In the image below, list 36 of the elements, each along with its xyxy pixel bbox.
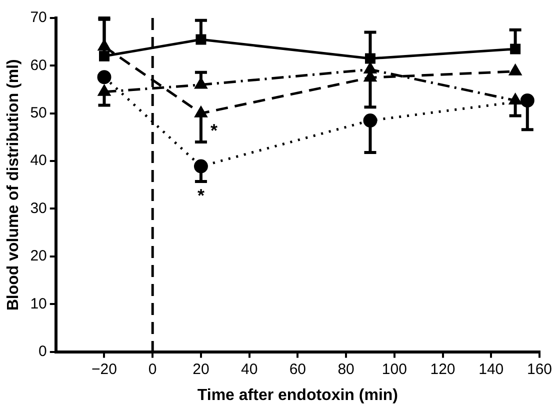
point [196,34,206,45]
annotation: * [197,185,204,206]
x-tick-label: 100 [382,360,407,378]
point [363,114,378,128]
point [509,93,522,104]
point [194,106,208,118]
y-axis-title: Blood volume of distribution (ml) [5,59,22,311]
y-tick-label: 40 [30,152,47,170]
x-tick-label: 140 [478,360,504,378]
point [364,53,376,64]
annotation: * [210,120,218,140]
x-tick-label: 80 [338,360,354,378]
y-tick-label: 50 [30,104,47,122]
point [98,84,110,96]
x-tick-label: 0 [148,360,157,378]
point [97,70,112,84]
point [194,78,208,89]
y-tick-label: 20 [30,248,47,265]
x-tick-label: 160 [526,360,552,378]
y-tick-label: 70 [30,9,47,26]
point [98,40,110,51]
x-axis-title: Time after endotoxin (min) [197,386,398,404]
point [520,93,534,108]
y-tick-label: 30 [30,200,47,217]
x-tick-label: −20 [92,360,117,378]
y-tick-label: 10 [30,295,47,312]
point [99,50,110,62]
x-tick-label: 60 [289,360,306,378]
point [194,159,208,174]
point [509,64,522,76]
x-tick-label: 120 [430,360,456,378]
y-tick-label: 0 [38,342,47,360]
x-tick-label: 20 [192,360,210,378]
point [510,44,521,54]
y-tick-label: 60 [30,56,47,74]
x-tick-label: 40 [240,360,258,378]
